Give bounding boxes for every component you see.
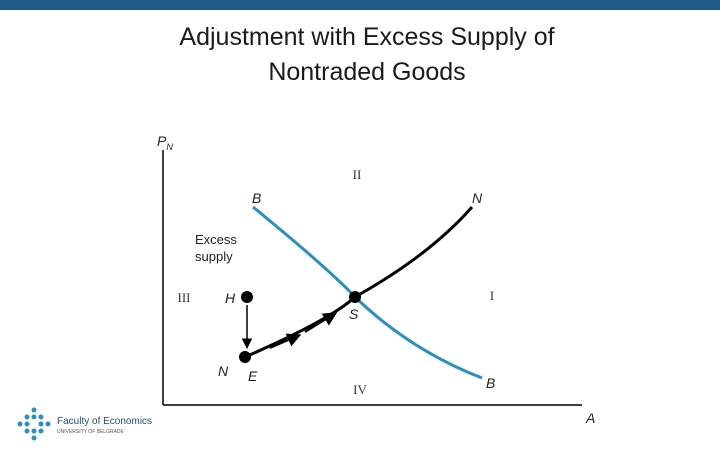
curve-label: B — [486, 375, 495, 391]
logo-subtitle: UNIVERSITY OF BELGRADE — [57, 429, 125, 435]
point-s — [349, 291, 361, 303]
annotation: Excess — [195, 232, 237, 247]
logo-mark — [17, 407, 51, 441]
path-arrow — [304, 312, 338, 333]
region-label: IV — [353, 382, 367, 397]
point-label: S — [349, 306, 359, 322]
title-line: Nontraded Goods — [268, 58, 465, 86]
y-axis-label: PN — [157, 133, 173, 152]
point-label: E — [248, 368, 258, 384]
region-label: III — [178, 290, 191, 305]
x-axis-label: A — [585, 410, 595, 426]
point-h — [241, 291, 253, 303]
top-bar — [0, 0, 720, 10]
annotation: supply — [195, 249, 233, 264]
path-arrow — [269, 333, 302, 349]
region-label: II — [353, 167, 362, 182]
logo-name: Faculty of Economics — [57, 416, 152, 427]
point-label: H — [225, 290, 236, 306]
point-e — [239, 351, 251, 363]
region-label: I — [490, 288, 494, 303]
curve-label: B — [252, 190, 261, 206]
title-line: Adjustment with Excess Supply of — [179, 23, 554, 51]
curve-label: N — [472, 190, 483, 206]
curve-label: N — [218, 363, 229, 379]
